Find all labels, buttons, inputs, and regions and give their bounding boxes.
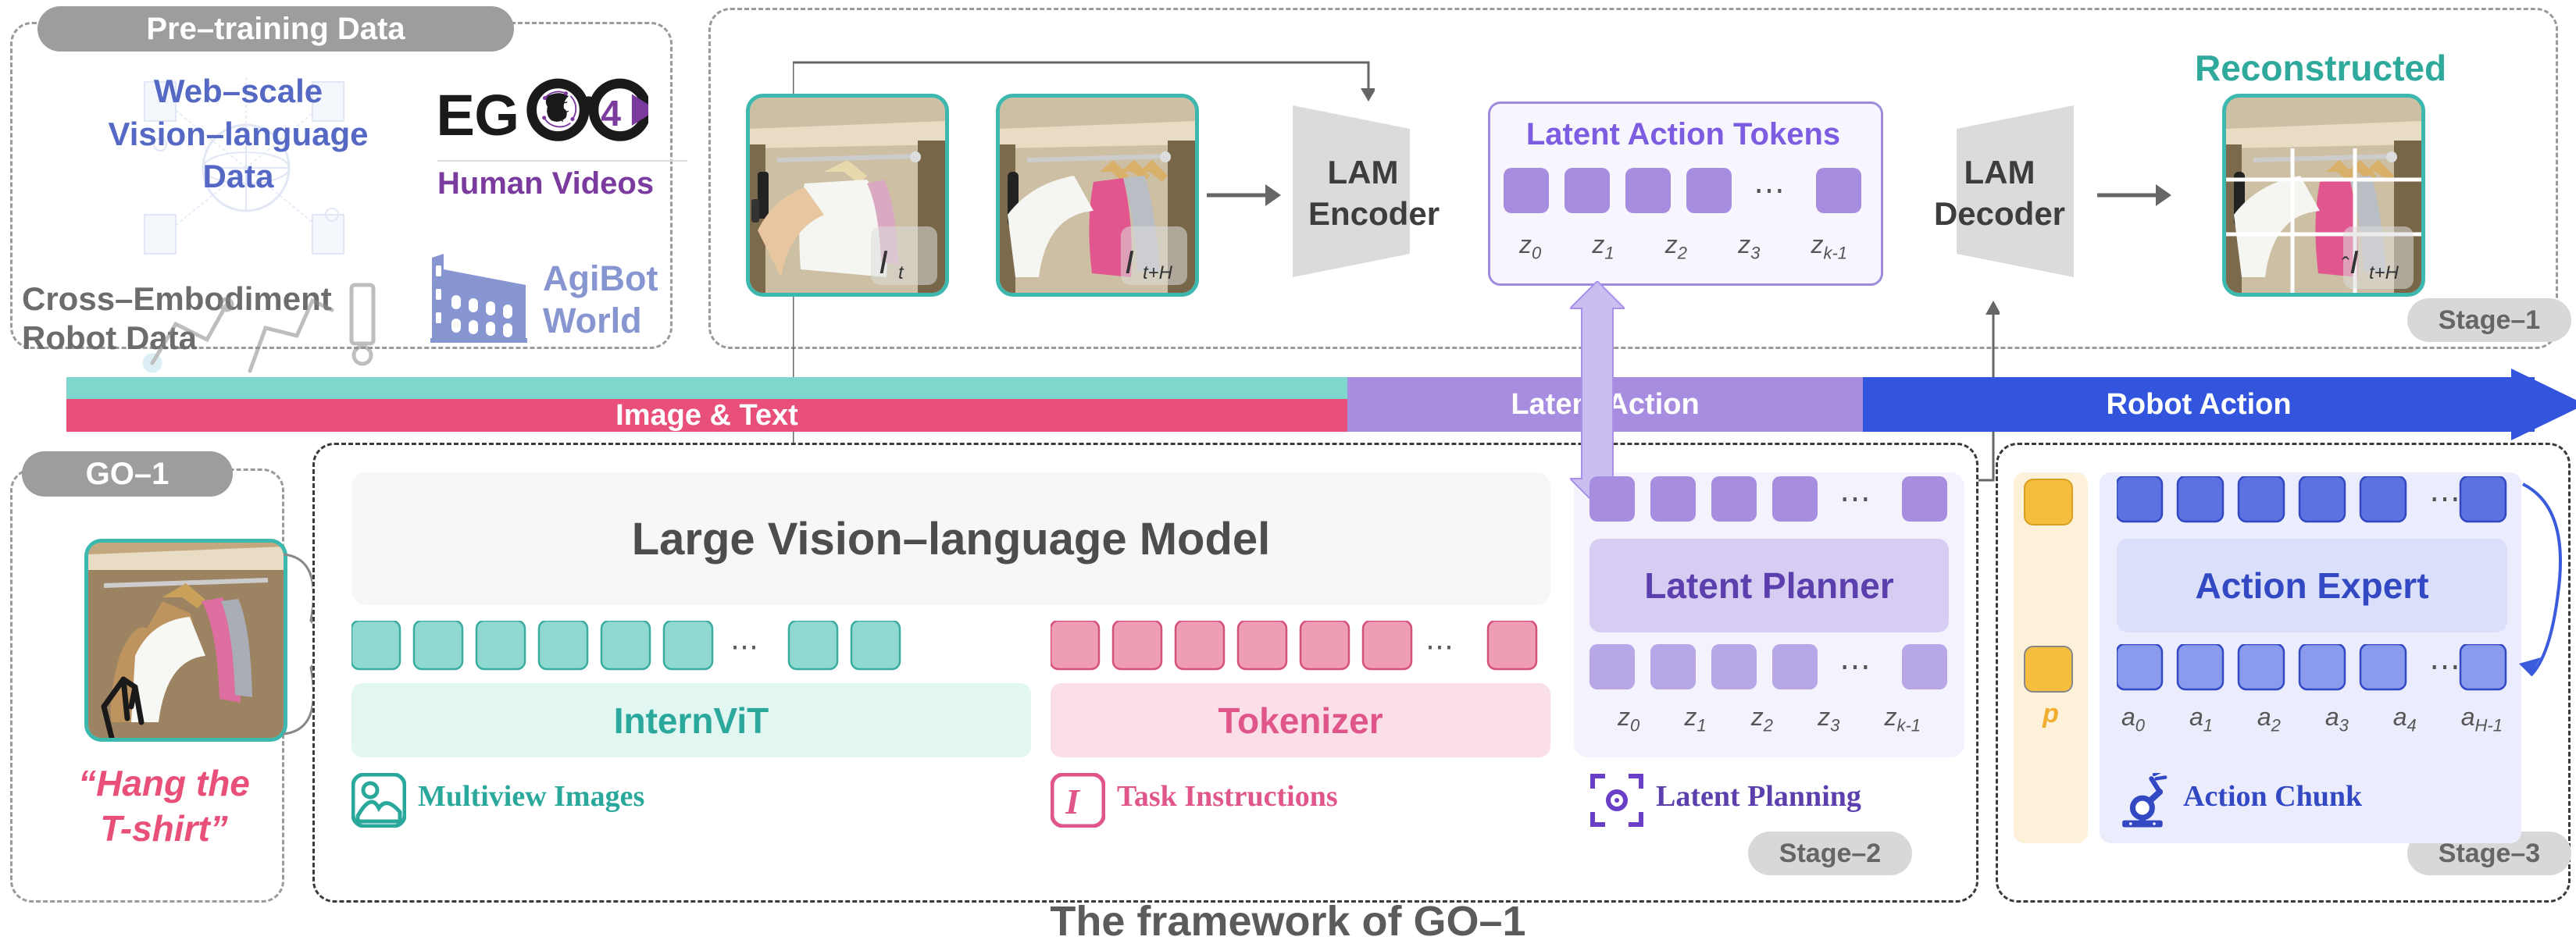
svg-text:I: I [2349,244,2359,280]
svg-text:⋯: ⋯ [1839,650,1871,684]
svg-text:⋯: ⋯ [1754,173,1785,208]
svg-text:t+H: t+H [1143,262,1173,283]
svg-text:4: 4 [601,93,621,134]
svg-text:I: I [879,244,888,280]
svg-text:⋯: ⋯ [1425,630,1454,662]
svg-text:⋯: ⋯ [2429,650,2460,684]
svg-text:I: I [1065,782,1081,821]
svg-text:E: E [437,83,475,148]
svg-text:t+H: t+H [2369,262,2399,283]
svg-text:⋯: ⋯ [2429,482,2460,516]
svg-text:⋯: ⋯ [730,630,758,662]
svg-text:⋯: ⋯ [1839,482,1871,516]
svg-text:I: I [1125,244,1134,280]
svg-text:G: G [474,83,519,148]
